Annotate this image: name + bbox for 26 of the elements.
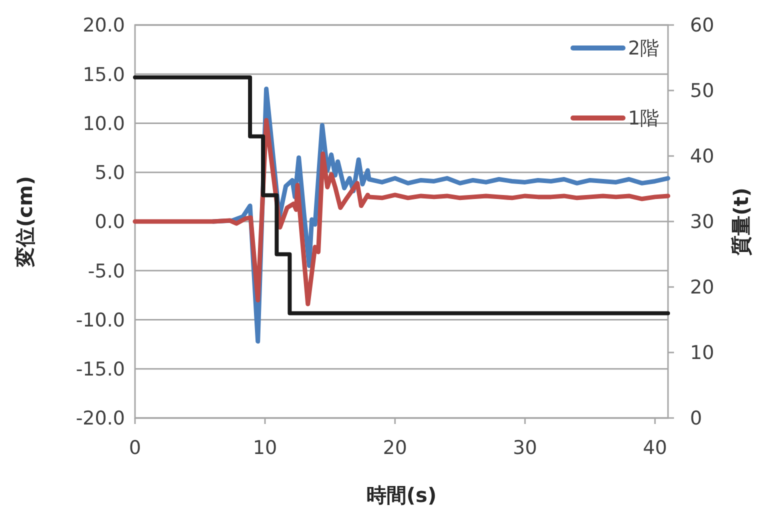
legend-label: 1階 — [628, 108, 660, 130]
x-tick-label: 30 — [512, 437, 538, 459]
y-tick-label: -20.0 — [76, 408, 125, 430]
y-tick-label: 0.0 — [94, 211, 125, 234]
y2-tick-label: 30 — [690, 211, 714, 234]
x-axis-title: 時間(s) — [366, 483, 437, 507]
y-tick-label: 5.0 — [94, 162, 125, 184]
y2-tick-label: 60 — [690, 14, 714, 37]
x-tick-label: 10 — [252, 437, 278, 459]
x-tick-label: 40 — [642, 437, 668, 459]
y-tick-label: 10.0 — [82, 112, 125, 135]
y2-tick-label: 20 — [690, 276, 714, 299]
y2-tick-label: 0 — [690, 408, 702, 430]
y-tick-label: -15.0 — [76, 358, 125, 381]
y-tick-label: 15.0 — [82, 64, 125, 86]
y2-axis-title: 質量(t) — [729, 188, 753, 256]
y2-tick-label: 10 — [690, 342, 714, 364]
x-tick-label: 20 — [382, 437, 408, 459]
legend-label: 2階 — [628, 38, 660, 60]
y-tick-label: -5.0 — [88, 260, 125, 282]
x-tick-label: 0 — [128, 437, 142, 459]
y-axis-title: 変位(cm) — [13, 176, 37, 268]
y2-tick-label: 50 — [690, 80, 714, 102]
y-tick-label: 20.0 — [82, 14, 125, 37]
y-tick-label: -10.0 — [76, 309, 125, 332]
y2-tick-label: 40 — [690, 146, 714, 168]
